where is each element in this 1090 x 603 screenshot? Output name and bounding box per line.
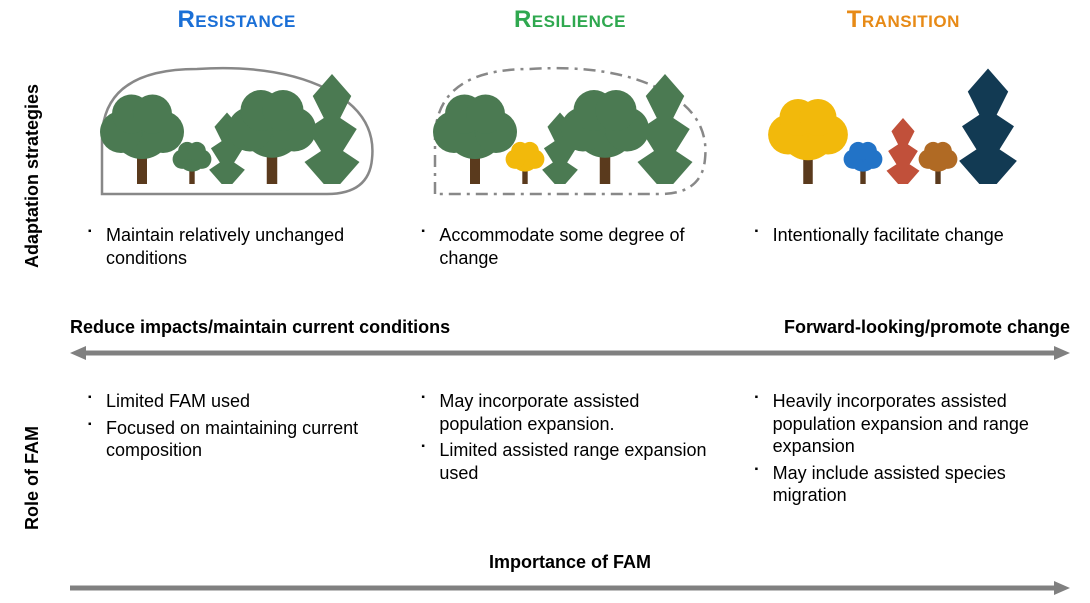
role-col-1: May incorporate assisted population expa… <box>403 390 736 511</box>
infographic-root: Adaptation strategies Role of FAM Resist… <box>0 0 1090 601</box>
forest-icon-transition <box>753 44 1053 204</box>
role-list-1: May incorporate assisted population expa… <box>421 390 726 484</box>
bullet-text: Limited assisted range expansion used <box>421 439 726 484</box>
adapt-col-1: Accommodate some degree of change <box>403 212 736 273</box>
col-resistance: Resistance <box>70 0 403 34</box>
role-bullets-row: Limited FAM used Focused on maintaining … <box>70 390 1070 511</box>
title-transition: Transition <box>747 6 1060 34</box>
forest-icon-resistance <box>87 44 387 204</box>
axis1-right-label: Forward-looking/promote change <box>784 317 1070 338</box>
trees-transition <box>737 40 1070 204</box>
title-resilience: Resilience <box>413 6 726 34</box>
axis1-arrow <box>70 343 1070 368</box>
side-label-role: Role of FAM <box>22 426 43 530</box>
adapt-col-0: Maintain relatively unchanged conditions <box>70 212 403 273</box>
adapt-list-1: Accommodate some degree of change <box>421 224 726 269</box>
bullet-text: Maintain relatively unchanged conditions <box>88 224 393 269</box>
adapt-list-0: Maintain relatively unchanged conditions <box>88 224 393 269</box>
adapt-col-2: Intentionally facilitate change <box>737 212 1070 273</box>
col-resilience: Resilience <box>403 0 736 34</box>
titles-row: Resistance Resilience Transition <box>70 0 1070 34</box>
right-arrow-icon <box>70 578 1070 598</box>
side-label-adaptation: Adaptation strategies <box>22 84 43 268</box>
axis2-label: Importance of FAM <box>70 552 1070 573</box>
axis1-labels: Reduce impacts/maintain current conditio… <box>70 317 1070 338</box>
col-transition: Transition <box>737 0 1070 34</box>
forest-icon-resilience <box>420 44 720 204</box>
axis1-left-label: Reduce impacts/maintain current conditio… <box>70 317 450 338</box>
trees-row <box>70 40 1070 204</box>
trees-resistance <box>70 40 403 204</box>
trees-resilience <box>403 40 736 204</box>
role-list-0: Limited FAM used Focused on maintaining … <box>88 390 393 462</box>
title-resistance: Resistance <box>80 6 393 34</box>
role-col-0: Limited FAM used Focused on maintaining … <box>70 390 403 511</box>
adaptation-bullets-row: Maintain relatively unchanged conditions… <box>70 212 1070 273</box>
bullet-text: Intentionally facilitate change <box>755 224 1060 247</box>
role-list-2: Heavily incorporates assisted population… <box>755 390 1060 507</box>
axis2-arrow <box>70 578 1070 603</box>
bullet-text: Heavily incorporates assisted population… <box>755 390 1060 458</box>
bullet-text: Focused on maintaining current compositi… <box>88 417 393 462</box>
role-col-2: Heavily incorporates assisted population… <box>737 390 1070 511</box>
bullet-text: Limited FAM used <box>88 390 393 413</box>
double-arrow-icon <box>70 343 1070 363</box>
bullet-text: May incorporate assisted population expa… <box>421 390 726 435</box>
adapt-list-2: Intentionally facilitate change <box>755 224 1060 247</box>
bullet-text: Accommodate some degree of change <box>421 224 726 269</box>
bullet-text: May include assisted species migration <box>755 462 1060 507</box>
